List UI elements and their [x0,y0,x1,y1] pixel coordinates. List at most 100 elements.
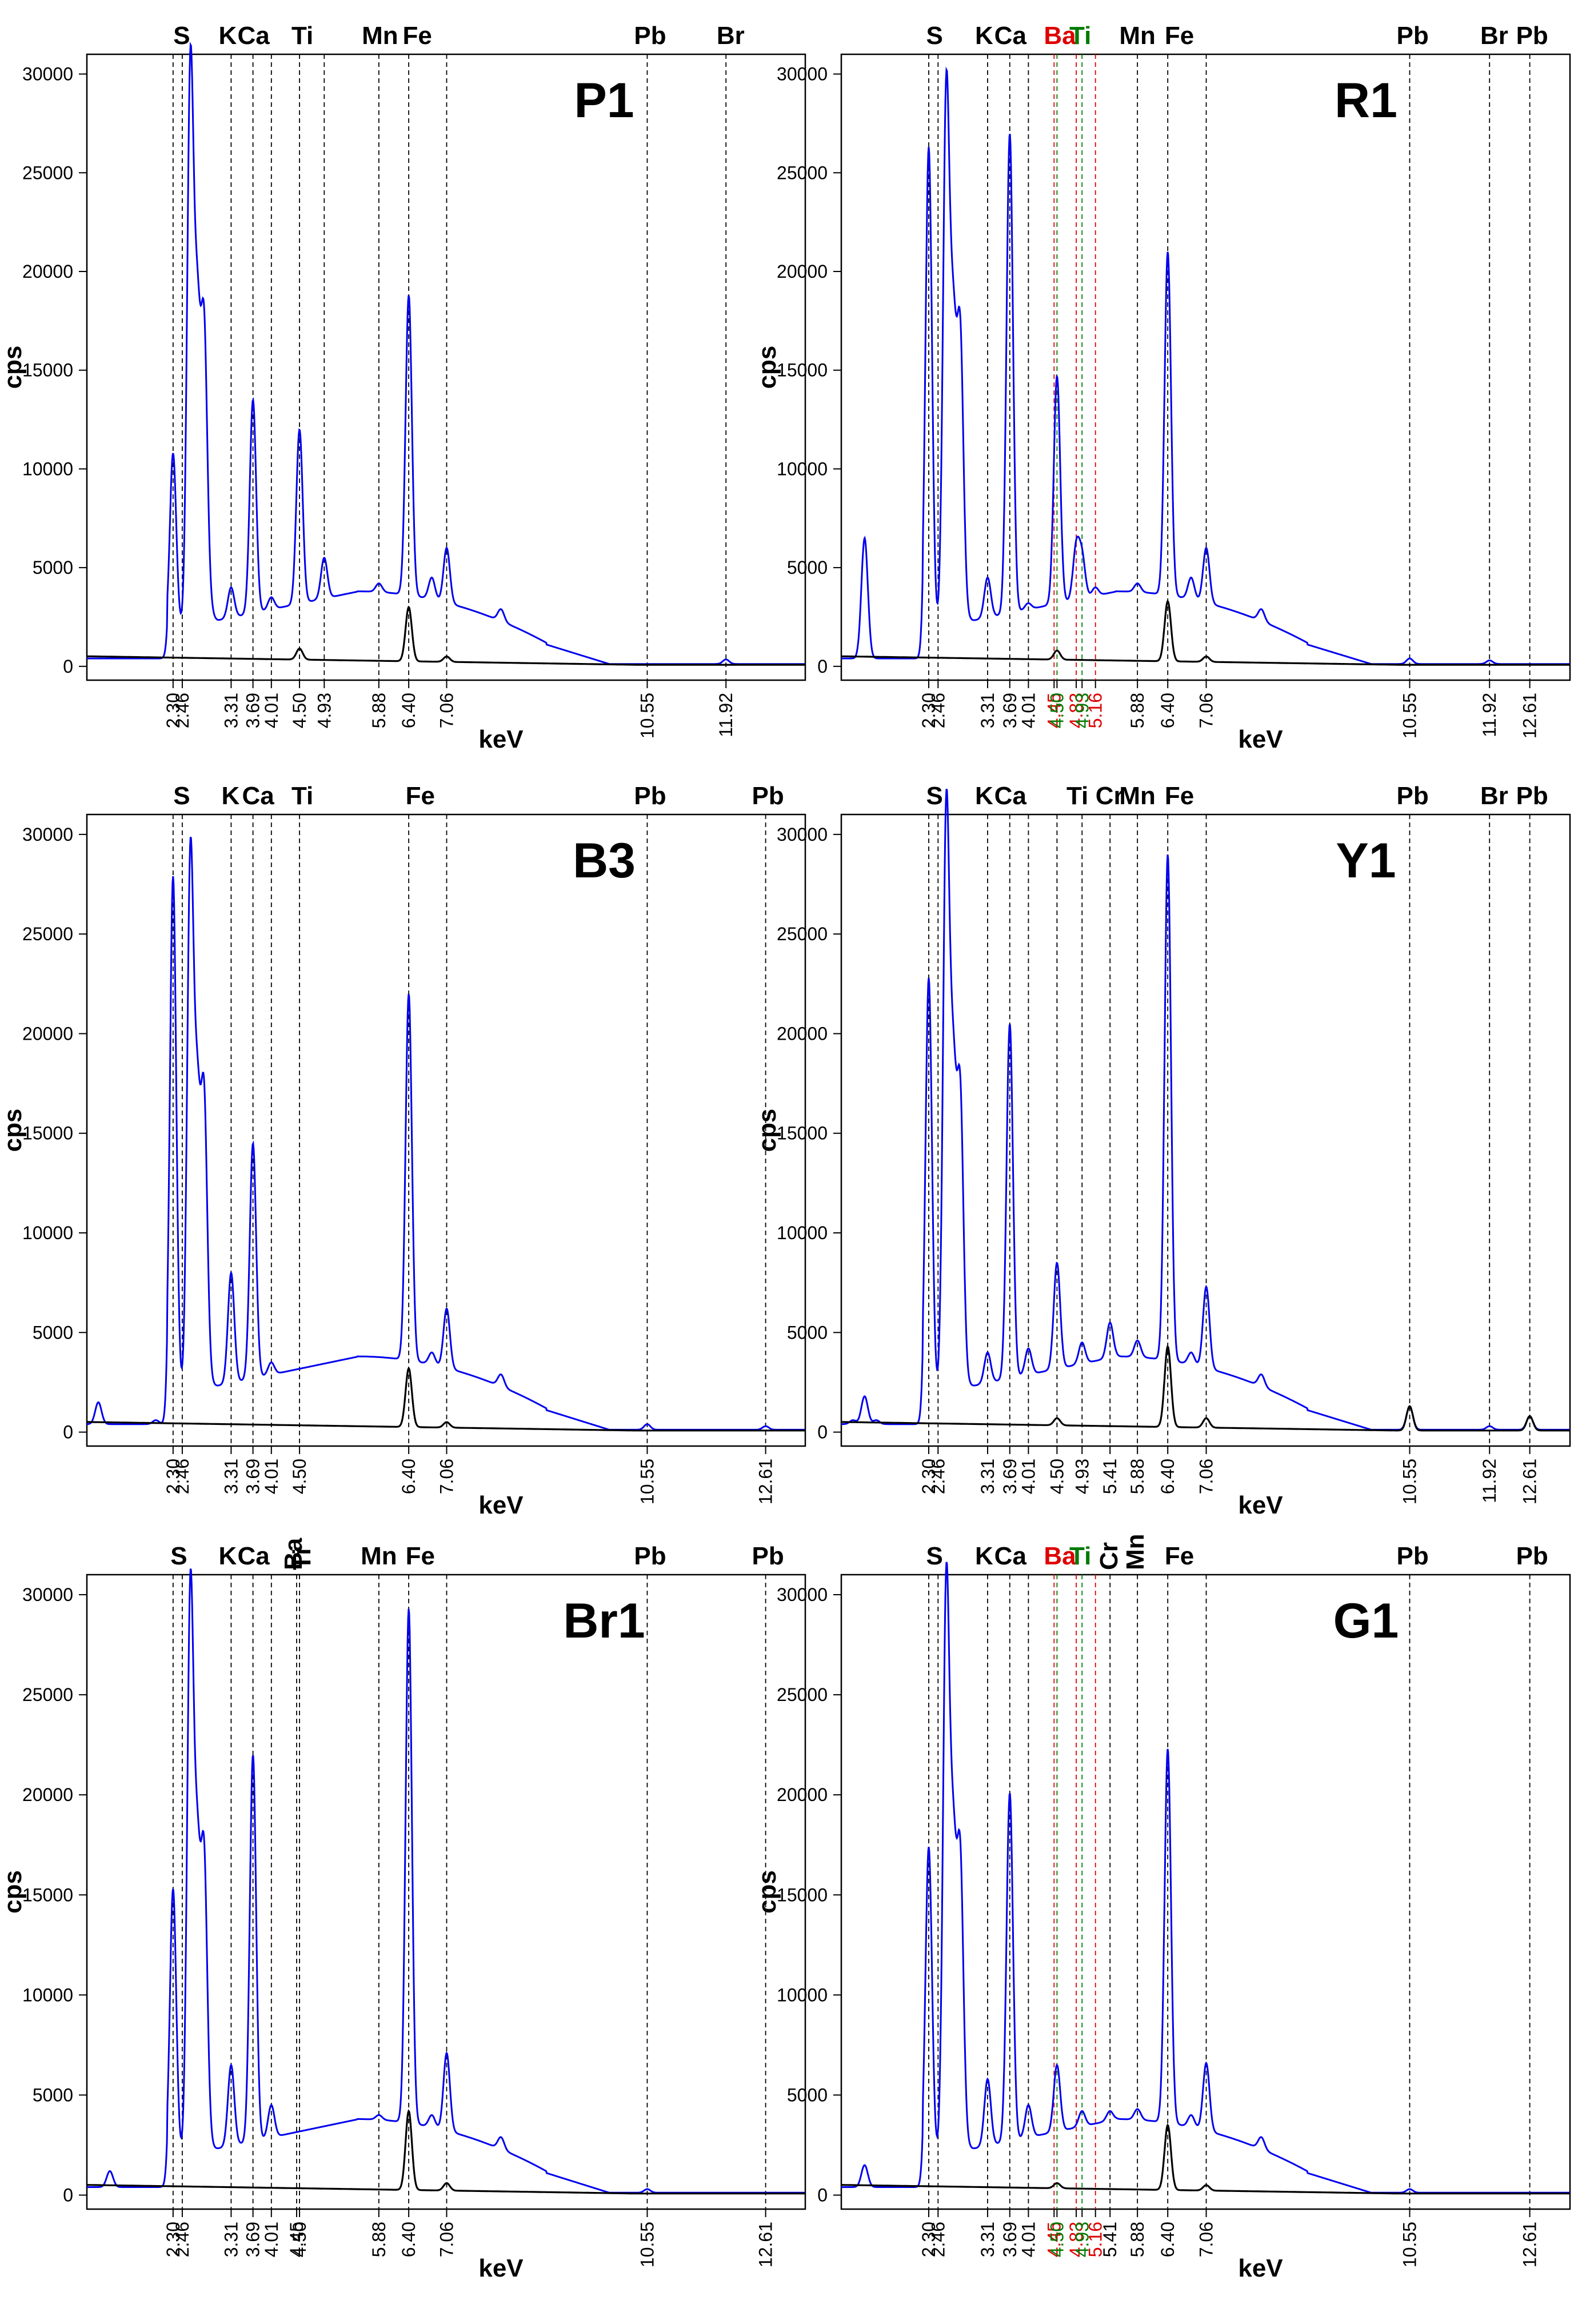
x-tick-label: 7.06 [1196,693,1217,728]
x-tick-label: 6.40 [1157,1459,1178,1494]
element-label: Ba [1044,1542,1076,1570]
y-axis-title: cps [0,1870,27,1914]
x-tick-label: 3.31 [977,693,998,728]
y-tick-label: 30000 [22,64,73,85]
spectrum-blue-line [841,1562,1570,2194]
x-tick-label: 12.61 [756,1459,776,1504]
x-tick-label: 4.93 [1072,1459,1092,1494]
y-tick-label: 5000 [787,2085,828,2105]
panel-br1: 2.302.46 3.31 3.694.01 4.454.50 5.88 6.40 7.06… [0,1538,806,2282]
y-tick-label: 0 [817,2185,828,2205]
element-label: Pb [1516,782,1548,810]
spectrum-black-line [841,600,1570,666]
x-tick-label: 11.92 [716,693,736,737]
element-label: Ca [237,22,270,50]
element-label: Fe [1165,22,1194,50]
element-label: S [173,22,190,50]
x-tick-label: 12.61 [756,2222,776,2267]
x-tick-label: 6.40 [1157,693,1178,728]
spectrum-black-line [841,1344,1570,1432]
y-tick-label: 5000 [33,557,73,578]
x-tick-label: 2.46 [172,2222,193,2257]
x-tick-label: 4.01 [1018,693,1038,728]
y-tick-label: 15000 [22,360,73,381]
element-label: Ti [291,22,313,50]
x-axis-title: keV [1238,725,1283,753]
x-tick-label: 7.06 [437,693,457,728]
element-label: Pb [752,1542,784,1570]
x-tick-label: 4.50 [289,1459,310,1494]
x-tick-label: 11.92 [1479,1459,1500,1503]
x-tick-label: 3.69 [243,1459,263,1494]
panel-p1: 2.302.46 3.31 3.694.01 4.50 4.93 5.88 6.40 7.06… [0,22,806,753]
y-tick-label: 30000 [777,64,828,85]
y-axis-title: cps [753,1109,781,1152]
y-axis-title: cps [0,346,27,389]
y-tick-label: 5000 [33,2085,73,2105]
spectrum-black-line [841,2123,1570,2195]
x-tick-label: 5.41 [1100,1459,1120,1494]
x-tick-label: 5.16 [1085,2222,1106,2257]
panel-title: G1 [1333,1594,1399,1648]
x-tick-label: 5.88 [1127,1459,1148,1494]
x-tick-label: 2.46 [928,1459,948,1494]
panel-g1: 2.302.46 3.31 3.694.01 4.454.504.834.935.16… [753,1534,1571,2282]
x-tick-label: 2.30 [163,1459,183,1494]
x-axis-title: keV [478,725,524,753]
y-tick-label: 15000 [777,1884,828,1905]
element-label: Ca [994,22,1027,50]
element-label: Fe [1165,1542,1194,1570]
panel-y1: 2.302.46 3.31 3.694.01 4.50 4.93 5.41 5.88 6.40… [753,782,1571,1519]
x-tick-label: 10.55 [637,1459,657,1504]
element-label: S [926,22,943,50]
x-tick-label: 3.69 [1000,2222,1020,2257]
element-label: Ba [1044,22,1076,50]
y-tick-label: 5000 [787,1322,828,1343]
x-tick-label: 4.83 [1066,2222,1086,2257]
element-label: Mn [1119,22,1156,50]
y-tick-label: 0 [63,2185,73,2205]
y-tick-label: 25000 [22,1684,73,1705]
x-tick-label: 12.61 [1520,2222,1540,2267]
x-tick-label: 7.06 [1196,1459,1217,1494]
x-tick-label: 3.31 [221,693,241,728]
element-label: S [170,1542,187,1570]
y-axis-title: cps [753,346,781,389]
x-tick-label: 5.41 [1100,2222,1120,2257]
x-tick-label: 5.88 [369,693,389,728]
panel-title: P1 [574,73,634,128]
x-tick-label: 6.40 [398,2222,419,2257]
element-label: Ca [237,1542,270,1570]
plot-frame [840,1574,1571,2210]
x-tick-label: 7.06 [437,1459,457,1494]
y-tick-label: 10000 [777,458,828,479]
spectrum-black-line [86,605,805,666]
x-tick-label: 4.50 [1046,2222,1067,2257]
plot-frame [86,53,806,681]
x-tick-label: 3.69 [1000,1459,1020,1494]
y-tick-label: 30000 [777,1584,828,1605]
element-label: Pb [634,1542,666,1570]
element-label: K [218,22,237,50]
y-tick-label: 25000 [777,162,828,183]
x-axis-title: keV [478,2254,524,2282]
element-label: Pb [1396,1542,1428,1570]
element-label: Mn [361,1542,397,1570]
element-label: S [926,1542,943,1570]
y-tick-label: 10000 [777,1223,828,1243]
x-tick-label: 12.61 [1520,693,1540,738]
x-tick-label: 2.30 [918,693,939,728]
element-label: Fe [403,22,432,50]
element-label: Ti [1069,1542,1091,1570]
element-label: K [975,1542,993,1570]
y-tick-label: 10000 [777,1984,828,2005]
panel-title: Y1 [1336,833,1396,888]
y-tick-label: 15000 [22,1123,73,1144]
y-tick-label: 0 [63,1422,73,1443]
element-label: Cr [1095,1542,1123,1570]
x-tick-label: 2.46 [928,2222,948,2257]
x-tick-label: 11.92 [1479,693,1500,737]
x-tick-label: 6.40 [398,693,419,728]
element-label: Cr [1096,782,1124,810]
spectrum-blue-line [87,836,805,1431]
